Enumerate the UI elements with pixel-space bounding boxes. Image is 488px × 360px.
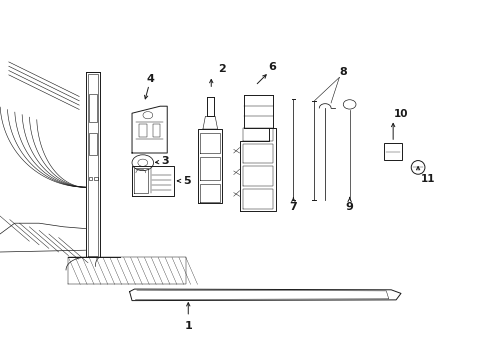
Bar [88, 133, 97, 155]
Text: 9: 9 [345, 202, 353, 212]
Bar [139, 124, 146, 137]
Text: 2: 2 [217, 64, 225, 74]
Text: 8: 8 [339, 67, 346, 77]
Text: 3: 3 [161, 156, 169, 166]
Bar [383, 143, 402, 160]
Text: 10: 10 [393, 109, 407, 120]
Text: 1: 1 [184, 321, 192, 331]
Text: 5: 5 [183, 176, 190, 186]
Text: 7: 7 [289, 202, 297, 212]
Bar [88, 94, 97, 122]
Bar [94, 177, 98, 180]
Bar [152, 124, 160, 137]
Bar [88, 177, 92, 180]
Text: 11: 11 [420, 174, 434, 184]
Text: 4: 4 [146, 74, 154, 84]
Text: 6: 6 [267, 62, 275, 72]
